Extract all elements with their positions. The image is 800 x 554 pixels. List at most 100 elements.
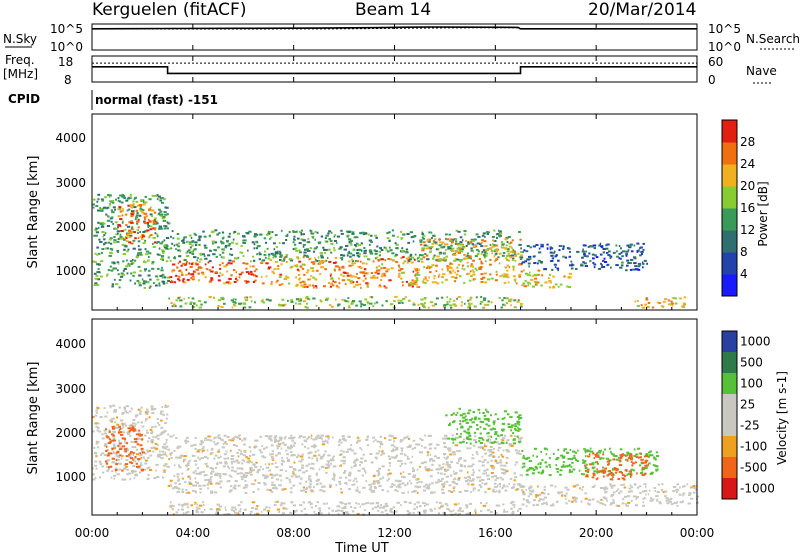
velocity-data-cell bbox=[129, 457, 134, 460]
velocity-data-cell bbox=[472, 487, 476, 490]
velocity-data-cell bbox=[393, 440, 396, 443]
velocity-data-cell bbox=[618, 471, 623, 473]
velocity-data-cell bbox=[295, 456, 299, 459]
power-data-cell bbox=[131, 231, 135, 233]
power-data-cell bbox=[255, 247, 258, 250]
power-colorbar-swatch bbox=[722, 208, 737, 231]
power-data-cell bbox=[103, 222, 106, 225]
power-data-cell bbox=[119, 237, 123, 240]
velocity-data-cell bbox=[557, 491, 561, 494]
power-data-cell bbox=[444, 251, 446, 254]
power-data-cell bbox=[435, 270, 438, 273]
velocity-data-cell bbox=[406, 435, 409, 438]
power-data-cell bbox=[169, 276, 173, 279]
power-data-cell bbox=[519, 258, 523, 261]
velocity-data-cell bbox=[331, 509, 334, 512]
velocity-data-cell bbox=[602, 475, 605, 478]
velocity-data-cell bbox=[655, 451, 658, 454]
velocity-data-cell bbox=[272, 487, 276, 490]
power-data-cell bbox=[189, 302, 192, 305]
velocity-data-cell bbox=[399, 438, 402, 441]
power-data-cell bbox=[447, 269, 449, 272]
power-data-cell bbox=[356, 280, 359, 283]
velocity-data-cell bbox=[94, 476, 97, 479]
velocity-data-cell bbox=[118, 468, 122, 471]
power-data-cell bbox=[525, 272, 528, 275]
power-data-cell bbox=[363, 304, 366, 306]
velocity-data-cell bbox=[107, 452, 111, 455]
power-data-cell bbox=[205, 268, 209, 271]
power-data-cell bbox=[208, 269, 212, 272]
power-data-cell bbox=[97, 271, 101, 274]
power-data-cell bbox=[148, 286, 151, 289]
velocity-data-cell bbox=[620, 483, 623, 486]
velocity-data-cell bbox=[520, 436, 523, 439]
velocity-data-cell bbox=[570, 465, 573, 468]
power-data-cell bbox=[255, 275, 258, 278]
power-data-cell bbox=[506, 258, 509, 261]
velocity-data-cell bbox=[482, 447, 485, 450]
velocity-data-cell bbox=[490, 436, 493, 439]
velocity-data-cell bbox=[313, 446, 316, 449]
velocity-data-cell bbox=[112, 427, 116, 430]
power-data-cell bbox=[484, 281, 488, 284]
power-data-cell bbox=[349, 240, 353, 243]
velocity-data-cell bbox=[251, 507, 254, 510]
velocity-data-cell bbox=[522, 485, 526, 488]
power-data-cell bbox=[391, 252, 395, 255]
power-data-cell bbox=[324, 249, 328, 251]
velocity-data-cell bbox=[244, 486, 248, 489]
velocity-data-cell bbox=[276, 447, 279, 450]
velocity-data-cell bbox=[655, 458, 657, 461]
power-data-cell bbox=[379, 247, 382, 250]
velocity-data-cell bbox=[379, 477, 382, 480]
velocity-data-cell bbox=[467, 483, 470, 486]
velocity-data-cell bbox=[628, 470, 633, 473]
velocity-data-cell bbox=[188, 459, 191, 462]
velocity-data-cell bbox=[408, 445, 412, 448]
power-data-cell bbox=[129, 279, 132, 282]
velocity-data-cell bbox=[429, 459, 432, 462]
power-data-cell bbox=[104, 232, 107, 235]
velocity-data-cell bbox=[374, 439, 377, 442]
velocity-data-cell bbox=[359, 447, 362, 449]
velocity-data-cell bbox=[273, 436, 277, 439]
velocity-data-cell bbox=[145, 417, 148, 420]
power-data-cell bbox=[442, 273, 446, 276]
velocity-data-cell bbox=[157, 437, 160, 440]
velocity-data-cell bbox=[251, 453, 256, 456]
velocity-data-cell bbox=[184, 481, 187, 484]
power-data-cell bbox=[429, 251, 432, 253]
velocity-data-cell bbox=[641, 466, 644, 469]
power-data-cell bbox=[153, 241, 157, 244]
velocity-data-cell bbox=[487, 487, 491, 490]
velocity-data-cell bbox=[290, 446, 293, 449]
velocity-data-cell bbox=[523, 465, 526, 468]
velocity-data-cell bbox=[94, 414, 98, 417]
power-data-cell bbox=[131, 226, 134, 229]
power-data-cell bbox=[420, 260, 424, 263]
velocity-data-cell bbox=[317, 454, 321, 457]
power-data-cell bbox=[556, 267, 560, 270]
power-data-cell bbox=[183, 281, 187, 284]
power-data-cell bbox=[99, 241, 103, 243]
power-data-cell bbox=[435, 297, 439, 300]
velocity-data-cell bbox=[210, 490, 214, 493]
velocity-data-cell bbox=[395, 455, 398, 458]
power-data-cell bbox=[433, 254, 436, 257]
velocity-data-cell bbox=[255, 445, 258, 448]
power-data-cell bbox=[627, 262, 631, 264]
velocity-data-cell bbox=[209, 508, 213, 511]
velocity-data-cell bbox=[125, 411, 129, 414]
velocity-data-cell bbox=[120, 457, 123, 460]
velocity-data-cell bbox=[274, 500, 278, 503]
velocity-data-cell bbox=[278, 474, 282, 477]
power-data-cell bbox=[483, 299, 486, 302]
velocity-data-cell bbox=[515, 452, 520, 455]
velocity-data-cell bbox=[132, 458, 134, 461]
power-data-cell bbox=[146, 229, 150, 232]
power-data-cell bbox=[96, 253, 99, 256]
power-data-cell bbox=[351, 260, 355, 262]
power-data-cell bbox=[495, 250, 498, 253]
power-data-cell bbox=[253, 259, 256, 262]
